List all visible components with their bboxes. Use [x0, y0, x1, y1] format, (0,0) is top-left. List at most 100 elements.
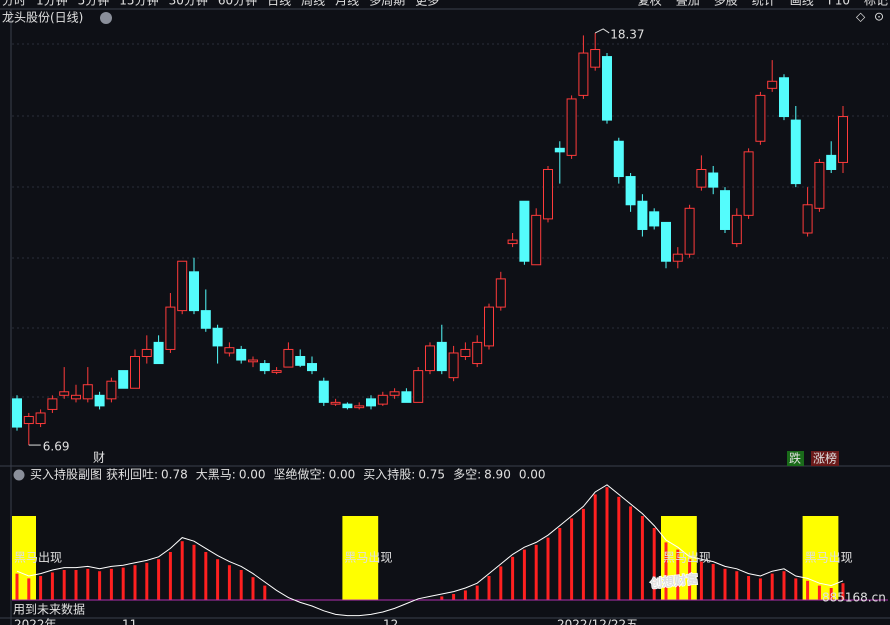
bar — [86, 568, 90, 600]
bar — [133, 565, 137, 600]
candle-body — [12, 398, 22, 428]
sub-title: 买入持股副图 — [30, 467, 102, 482]
candle-body — [23, 415, 34, 425]
toolbar-item: 15分钟 — [119, 0, 158, 8]
candle-body — [802, 204, 813, 234]
candle-body — [330, 401, 341, 405]
legend-value: 0.00 — [519, 468, 546, 482]
bar — [711, 564, 715, 600]
candle-body — [602, 56, 612, 121]
signal-label: 黑马出现 — [805, 551, 853, 565]
bar — [676, 549, 680, 600]
toolbar-item: 多股 — [714, 0, 738, 8]
candle-body — [661, 221, 671, 262]
candle-body — [413, 370, 424, 403]
candle-body — [448, 352, 459, 379]
toolbar-item: 1分钟 — [36, 0, 68, 8]
bar — [50, 572, 54, 600]
title-menu[interactable] — [100, 12, 112, 24]
toolbar-item: 多周期 — [369, 0, 405, 8]
bar — [216, 559, 220, 600]
candle-body — [767, 80, 778, 89]
bar — [499, 566, 503, 600]
bar — [546, 537, 550, 600]
candle-body — [106, 380, 117, 400]
candle-body — [342, 403, 353, 409]
legend-name: 大黑马: — [196, 468, 236, 482]
bar — [534, 544, 538, 600]
toolbar-item: 30分钟 — [169, 0, 208, 8]
icon[interactable]: ⊙ — [874, 10, 884, 24]
candle-body — [118, 370, 129, 389]
chart-title: 龙头股份(日线) — [2, 11, 83, 25]
candle-body — [755, 94, 766, 142]
bar — [522, 549, 526, 600]
bar — [688, 559, 692, 600]
bar — [452, 594, 456, 600]
bar — [121, 567, 125, 600]
candle-body — [153, 341, 164, 365]
x-label: 2022年 — [14, 618, 57, 625]
footer: 用到未来数据 — [13, 602, 85, 617]
bar — [463, 590, 467, 600]
candle-body — [295, 355, 306, 366]
candle-body — [35, 412, 46, 425]
x-label: 11 — [122, 618, 137, 625]
icon[interactable]: ◇ — [856, 10, 866, 24]
bar — [770, 573, 774, 600]
candle-body — [578, 52, 589, 96]
candle-body — [141, 348, 152, 357]
toolbar-item: 周线 — [301, 0, 325, 8]
toolbar-item: 复权 — [638, 0, 662, 8]
bar — [570, 518, 574, 600]
candle-body — [82, 384, 93, 400]
bar — [74, 570, 78, 600]
candle-body — [495, 278, 506, 308]
candle-body — [790, 119, 801, 185]
sub-menu[interactable] — [13, 469, 25, 481]
toolbar-item: 叠加 — [676, 0, 700, 8]
candle-body — [283, 348, 294, 368]
candle-body — [484, 306, 494, 347]
candle-body — [507, 239, 518, 245]
toolbar-item: 5分钟 — [78, 0, 110, 8]
candle-body — [425, 345, 435, 372]
bar — [168, 552, 172, 600]
candle-body — [236, 348, 247, 361]
candle-body — [71, 394, 81, 400]
legend-name: 坚绝做空: — [274, 467, 326, 482]
bar — [758, 578, 762, 600]
pointer — [594, 28, 610, 34]
bar — [39, 576, 43, 600]
toolbar-item: 标记 — [864, 0, 888, 8]
candle-body — [743, 151, 754, 216]
signal-bar — [354, 516, 379, 600]
bar — [15, 573, 19, 600]
bar — [475, 585, 479, 600]
toolbar-item: 日线 — [267, 0, 291, 8]
bar — [440, 596, 444, 600]
high-label: 18.37 — [610, 27, 644, 41]
candle-body — [271, 370, 282, 373]
legend-value: 0.00 — [239, 468, 266, 482]
candle-body — [696, 168, 707, 188]
bar — [841, 583, 845, 600]
candle-body — [436, 341, 447, 372]
candle-body — [212, 327, 223, 347]
legend-value: 0.00 — [329, 468, 356, 482]
signal-label: 黑马出现 — [663, 551, 711, 565]
toolbar-item: 月线 — [335, 0, 359, 8]
candle-body — [307, 363, 317, 372]
bar — [98, 571, 102, 600]
watermark-brand: 创想财富 — [649, 571, 699, 591]
candle-body — [472, 341, 483, 365]
candle-body — [354, 405, 365, 409]
bar — [806, 580, 810, 600]
candle-body — [543, 168, 553, 220]
candle-body — [460, 348, 471, 357]
candle-body — [389, 391, 400, 396]
candle-body — [47, 398, 58, 410]
low-label: 6.69 — [43, 440, 70, 454]
